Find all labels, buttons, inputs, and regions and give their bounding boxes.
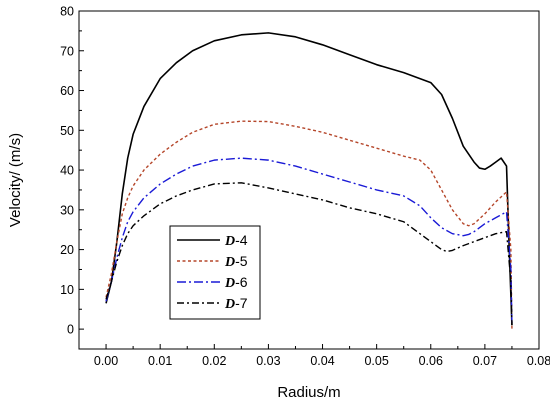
legend: D-4D-5D-6D-7 bbox=[169, 225, 261, 320]
legend-label-suffix: -7 bbox=[235, 295, 248, 311]
legend-label-prefix: D bbox=[224, 276, 235, 291]
y-tick-label: 70 bbox=[60, 44, 74, 58]
series-line-d4 bbox=[105, 32, 513, 326]
x-tick-label: 0.03 bbox=[256, 354, 280, 368]
x-tick-label: 0.08 bbox=[527, 354, 550, 368]
y-tick-labels: 0 10 20 30 40 50 60 70 80 bbox=[60, 5, 74, 337]
legend-label-suffix: -5 bbox=[235, 253, 248, 269]
x-tick-label: 0.01 bbox=[148, 354, 172, 368]
series-line-d6 bbox=[105, 157, 513, 326]
series-line-d7 bbox=[105, 182, 513, 326]
legend-label-suffix: -6 bbox=[235, 274, 248, 290]
y-tick-label: 40 bbox=[60, 164, 74, 178]
axis-ticks bbox=[78, 10, 540, 349]
y-tick-label: 0 bbox=[67, 323, 74, 337]
plot-area-frame bbox=[78, 10, 540, 350]
x-axis-title: Radius/m bbox=[277, 384, 340, 401]
series-lines bbox=[105, 32, 513, 330]
legend-box bbox=[169, 225, 261, 320]
legend-label: D-4 bbox=[224, 232, 248, 249]
legend-label: D-7 bbox=[224, 295, 248, 312]
series-line-d5 bbox=[105, 120, 513, 330]
y-tick-label: 30 bbox=[60, 203, 74, 217]
x-tick-label: 0.05 bbox=[364, 354, 388, 368]
y-tick-label: 10 bbox=[60, 283, 74, 297]
legend-label: D-5 bbox=[224, 253, 248, 270]
legend-label-prefix: D bbox=[224, 234, 235, 249]
x-tick-label: 0.02 bbox=[202, 354, 226, 368]
y-axis-title: Velocity/ (m/s) bbox=[7, 133, 24, 227]
y-tick-label: 60 bbox=[60, 84, 74, 98]
y-tick-label: 80 bbox=[60, 5, 74, 19]
x-tick-labels: 0.00 0.01 0.02 0.03 0.04 0.05 0.06 0.07 0.08 bbox=[94, 354, 550, 368]
x-tick-label: 0.06 bbox=[419, 354, 443, 368]
legend-label-prefix: D bbox=[224, 255, 235, 270]
legend-label: D-6 bbox=[224, 274, 248, 291]
legend-label-prefix: D bbox=[224, 297, 235, 312]
y-tick-label: 20 bbox=[60, 243, 74, 257]
legend-label-suffix: -4 bbox=[235, 232, 248, 248]
x-tick-label: 0.07 bbox=[473, 354, 497, 368]
x-tick-label: 0.00 bbox=[94, 354, 118, 368]
y-tick-label: 50 bbox=[60, 124, 74, 138]
x-tick-label: 0.04 bbox=[310, 354, 334, 368]
